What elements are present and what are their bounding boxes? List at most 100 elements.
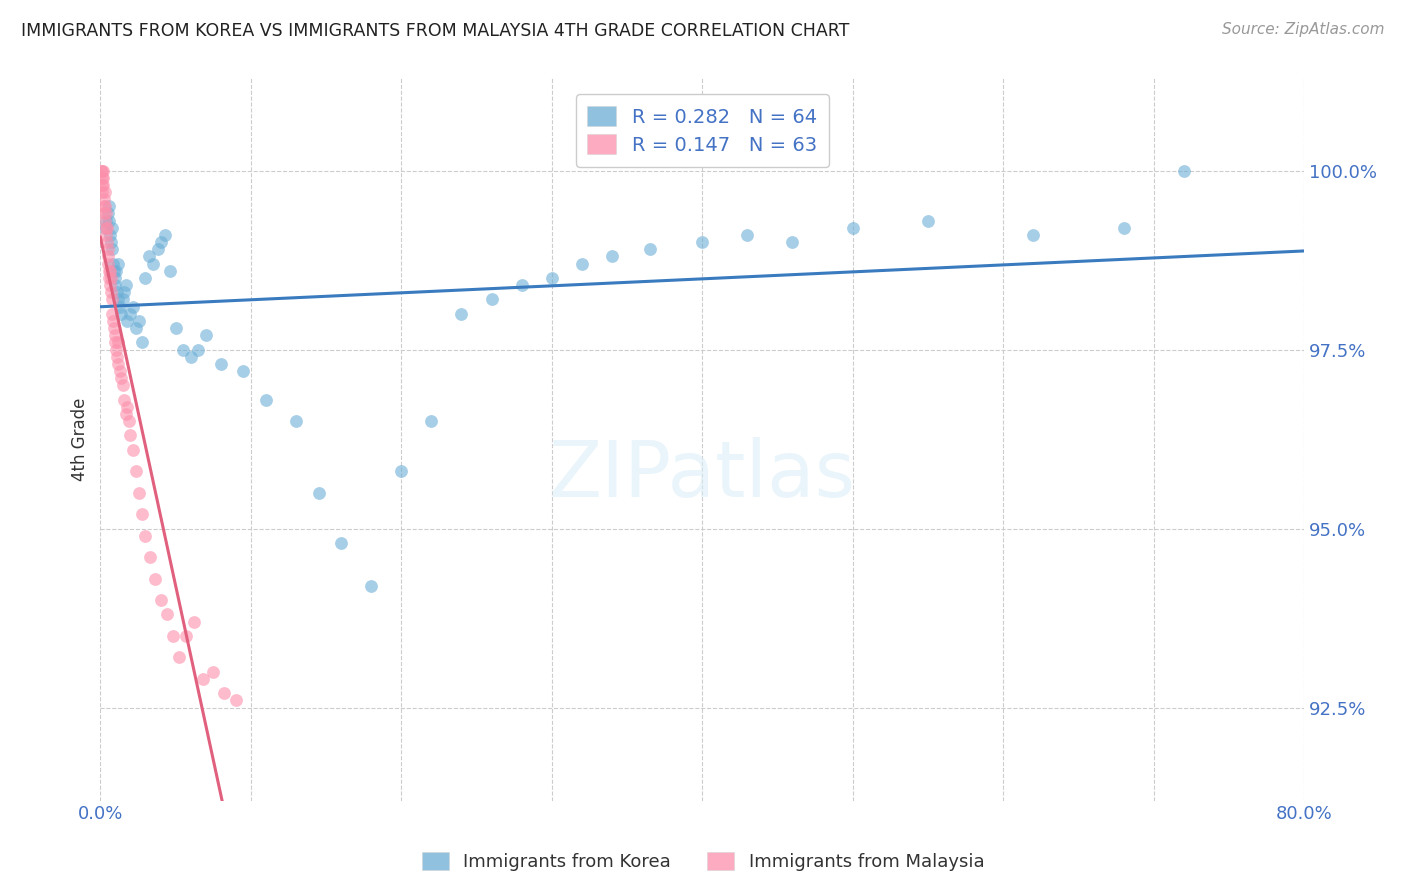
Point [91, 178, 114, 192]
Point [91, 178, 114, 192]
Point [93, 163, 115, 178]
Point [96, 213, 118, 227]
Point [120, 428, 142, 442]
Point [330, 536, 353, 550]
Text: IMMIGRANTS FROM KOREA VS IMMIGRANTS FROM MALAYSIA 4TH GRADE CORRELATION CHART: IMMIGRANTS FROM KOREA VS IMMIGRANTS FROM… [21, 22, 849, 40]
Point [103, 321, 125, 335]
Point [131, 507, 153, 521]
Point [97, 199, 120, 213]
Point [202, 665, 225, 679]
Text: Source: ZipAtlas.com: Source: ZipAtlas.com [1222, 22, 1385, 37]
Point [104, 335, 127, 350]
Point [360, 579, 382, 593]
Point [94, 213, 117, 227]
Point [125, 464, 148, 478]
Point [143, 572, 166, 586]
Point [98, 213, 121, 227]
Point [93, 192, 115, 206]
Point [107, 293, 129, 307]
Point [128, 314, 150, 328]
Point [104, 278, 127, 293]
Point [131, 335, 153, 350]
Point [194, 328, 217, 343]
Point [128, 485, 150, 500]
Point [174, 629, 197, 643]
Point [153, 227, 176, 242]
Point [93, 185, 115, 199]
Point [91, 170, 114, 185]
Point [737, 227, 759, 242]
Point [101, 242, 124, 256]
Point [91, 185, 114, 199]
Point [917, 213, 939, 227]
Point [172, 343, 194, 357]
Point [782, 235, 804, 249]
Point [105, 350, 128, 364]
Point [690, 235, 713, 249]
Point [138, 249, 160, 263]
Point [101, 307, 124, 321]
Point [118, 414, 141, 428]
Text: ZIPatlas: ZIPatlas [548, 437, 856, 513]
Point [187, 343, 209, 357]
Point [110, 371, 132, 385]
Point [122, 300, 145, 314]
Point [841, 220, 863, 235]
Point [146, 242, 169, 256]
Point [98, 278, 121, 293]
Point [481, 293, 503, 307]
Point [450, 307, 472, 321]
Point [97, 249, 120, 263]
Point [134, 271, 156, 285]
Point [105, 343, 128, 357]
Point [162, 629, 184, 643]
Point [97, 242, 120, 256]
Point [167, 650, 190, 665]
Point [100, 235, 122, 249]
Point [159, 264, 181, 278]
Point [180, 350, 202, 364]
Point [149, 235, 172, 249]
Point [112, 285, 135, 300]
Point [90, 163, 112, 178]
Point [104, 328, 127, 343]
Point [108, 300, 131, 314]
Point [105, 285, 128, 300]
Point [98, 264, 121, 278]
Point [183, 615, 205, 629]
Point [115, 278, 138, 293]
Legend: Immigrants from Korea, Immigrants from Malaysia: Immigrants from Korea, Immigrants from M… [415, 845, 991, 879]
Point [98, 271, 121, 285]
Point [97, 206, 120, 220]
Point [103, 264, 125, 278]
Point [254, 392, 277, 407]
Point [101, 314, 124, 328]
Point [139, 550, 162, 565]
Point [120, 307, 142, 321]
Y-axis label: 4th Grade: 4th Grade [72, 397, 89, 481]
Point [284, 414, 307, 428]
Point [100, 220, 122, 235]
Point [105, 264, 128, 278]
Point [100, 285, 122, 300]
Point [93, 199, 115, 213]
Point [155, 607, 177, 622]
Point [90, 163, 112, 178]
Point [108, 364, 131, 378]
Point [117, 314, 139, 328]
Point [540, 271, 562, 285]
Point [111, 378, 134, 392]
Point [1112, 220, 1135, 235]
Point [308, 485, 330, 500]
Point [107, 257, 129, 271]
Point [111, 293, 134, 307]
Point [134, 529, 156, 543]
Point [165, 321, 187, 335]
Point [212, 686, 235, 700]
Point [97, 264, 120, 278]
Point [1022, 227, 1045, 242]
Point [1173, 163, 1195, 178]
Point [94, 220, 117, 235]
Point [510, 278, 533, 293]
Point [112, 392, 135, 407]
